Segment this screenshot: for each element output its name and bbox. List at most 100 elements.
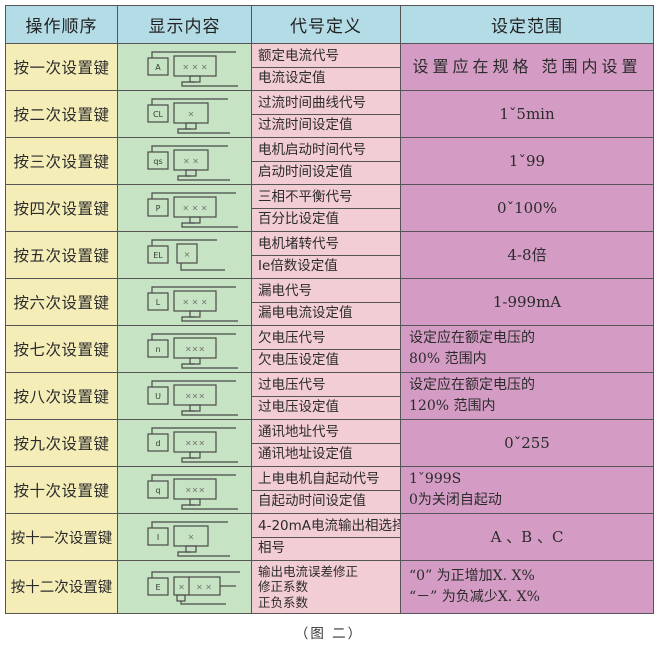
definition-value-label: 欠电压设定值 xyxy=(258,351,339,368)
svg-text:A: A xyxy=(155,63,161,72)
setting-range-text: 0ˇ100% xyxy=(497,198,557,217)
setting-range-text: 设定应在额定电压的 120% 范围内 xyxy=(409,377,535,414)
definition-value-label: 过流时间设定值 xyxy=(258,116,353,133)
table-row: 按五次设置键 EL × 电机堵转代号 Ie倍数设定值 4-8倍 xyxy=(5,231,654,279)
operation-order-cell: 按十二次设置键 xyxy=(5,560,118,614)
display-schematic-icon: EL × xyxy=(118,233,252,277)
svg-text:× × ×: × × × xyxy=(182,63,207,72)
figure-caption: （图 二） xyxy=(294,626,364,642)
table-row: 按三次设置键 qs × × 电机启动时间代号 启动时间设定值 1ˇ99 xyxy=(5,137,654,185)
definition-value-label: 相号 xyxy=(258,539,285,556)
svg-text:× ×: × × xyxy=(183,157,199,166)
setting-range-text: A 、B 、C xyxy=(490,527,564,546)
svg-text:d: d xyxy=(155,439,160,448)
svg-text:CL: CL xyxy=(153,110,164,119)
svg-text:n: n xyxy=(155,345,160,354)
display-content-cell: EL × xyxy=(117,231,252,279)
code-definition-cell: 漏电代号 漏电电流设定值 xyxy=(251,278,401,326)
setting-range-text: 1ˇ999S 0为关闭自起动 xyxy=(409,471,502,508)
svg-text:×××: ××× xyxy=(185,345,205,354)
column-header-display: 显示内容 xyxy=(117,5,252,44)
table-row: 按八次设置键 U ××× 过电压代号 过电压设定值 设定应在额定电压的 120% 范围内 xyxy=(5,372,654,420)
setting-range-cell: 1-999mA xyxy=(400,278,654,326)
display-content-cell: CL × xyxy=(117,90,252,138)
display-schematic-icon: L × × × xyxy=(118,280,252,324)
code-definition-cell: 欠电压代号 欠电压设定值 xyxy=(251,325,401,373)
definition-stacked-text: 输出电流误差修正 修正系数 正负系数 xyxy=(258,564,359,610)
display-content-cell: n ××× xyxy=(117,325,252,373)
definition-value-label: 漏电电流设定值 xyxy=(258,304,353,321)
svg-text:×: × xyxy=(178,582,185,591)
setting-range-cell: 4-8倍 xyxy=(400,231,654,279)
table-header-row: 操作顺序 显示内容 代号定义 设定范围 xyxy=(5,5,654,44)
operation-order-cell: 按九次设置键 xyxy=(5,419,118,467)
setting-range-cell: 1ˇ99 xyxy=(400,137,654,185)
svg-text:× × ×: × × × xyxy=(182,298,207,307)
table-row: 按六次设置键 L × × × 漏电代号 漏电电流设定值 1-999mA xyxy=(5,278,654,326)
operation-order-cell: 按二次设置键 xyxy=(5,90,118,138)
definition-code-label: 通讯地址代号 xyxy=(252,422,400,444)
table-row: 按四次设置键 P × × × 三相不平衡代号 百分比设定值 0ˇ100% xyxy=(5,184,654,232)
display-schematic-icon: U ××× xyxy=(118,374,252,418)
operation-order-cell: 按八次设置键 xyxy=(5,372,118,420)
setting-range-cell: 0ˇ100% xyxy=(400,184,654,232)
setting-range-text: 4-8倍 xyxy=(507,245,547,264)
setting-range-text: 设置应在规格 范围内设置 xyxy=(412,57,642,77)
operation-order-cell: 按七次设置键 xyxy=(5,325,118,373)
code-definition-cell: 通讯地址代号 通讯地址设定值 xyxy=(251,419,401,467)
code-definition-cell: 输出电流误差修正 修正系数 正负系数 xyxy=(251,560,401,614)
code-definition-cell: 三相不平衡代号 百分比设定值 xyxy=(251,184,401,232)
display-schematic-icon: E × × × xyxy=(118,565,252,609)
definition-code-label: 欠电压代号 xyxy=(252,328,400,350)
table-row: 按七次设置键 n ××× 欠电压代号 欠电压设定值 设定应在额定电压的 80% 范围内 xyxy=(5,325,654,373)
definition-code-label: 电机启动时间代号 xyxy=(252,140,400,162)
setting-range-cell: 设置应在规格 范围内设置 xyxy=(400,43,654,91)
column-header-operation: 操作顺序 xyxy=(5,5,118,44)
operation-order-cell: 按十一次设置键 xyxy=(5,513,118,561)
definition-value-label: 电流设定值 xyxy=(258,69,326,86)
operation-order-cell: 按五次设置键 xyxy=(5,231,118,279)
svg-text:×××: ××× xyxy=(185,486,205,495)
code-definition-cell: 电机堵转代号 Ie倍数设定值 xyxy=(251,231,401,279)
definition-value-label: Ie倍数设定值 xyxy=(258,257,338,274)
code-definition-cell: 上电电机自起动代号 自起动时间设定值 xyxy=(251,466,401,514)
setting-range-cell: “0” 为正增加X. X% “－” 为负减少X. X% xyxy=(400,560,654,614)
definition-code-label: 三相不平衡代号 xyxy=(252,187,400,209)
svg-text:P: P xyxy=(156,204,161,213)
svg-text:I: I xyxy=(157,533,159,542)
table-row: 按一次设置键 A × × × 额定电流代号 电流设定值 设置应在规格 范围内设置 xyxy=(5,43,654,91)
definition-code-label: 漏电代号 xyxy=(252,281,400,303)
setting-range-text: 1ˇ5min xyxy=(499,104,555,123)
code-definition-cell: 额定电流代号 电流设定值 xyxy=(251,43,401,91)
setting-range-cell: 1ˇ5min xyxy=(400,90,654,138)
display-content-cell: qs × × xyxy=(117,137,252,185)
svg-text:× × ×: × × × xyxy=(182,204,207,213)
svg-text:×: × xyxy=(188,533,195,542)
setting-range-cell: A 、B 、C xyxy=(400,513,654,561)
svg-text:L: L xyxy=(156,298,161,307)
table-row: 按九次设置键 d ××× 通讯地址代号 通讯地址设定值 0ˇ255 xyxy=(5,419,654,467)
display-content-cell: I × xyxy=(117,513,252,561)
definition-value-label: 启动时间设定值 xyxy=(258,163,353,180)
column-header-range: 设定范围 xyxy=(400,5,654,44)
definition-code-label: 过电压代号 xyxy=(252,375,400,397)
svg-text:×××: ××× xyxy=(185,392,205,401)
setting-range-cell: 设定应在额定电压的 120% 范围内 xyxy=(400,372,654,420)
display-content-cell: L × × × xyxy=(117,278,252,326)
display-schematic-icon: I × xyxy=(118,515,252,559)
svg-text:×: × xyxy=(184,250,191,259)
display-content-cell: A × × × xyxy=(117,43,252,91)
setting-range-text: 0ˇ255 xyxy=(504,433,550,452)
display-content-cell: P × × × xyxy=(117,184,252,232)
definition-value-label: 百分比设定值 xyxy=(258,210,339,227)
display-content-cell: d ××× xyxy=(117,419,252,467)
code-definition-cell: 过电压代号 过电压设定值 xyxy=(251,372,401,420)
display-schematic-icon: P × × × xyxy=(118,186,252,230)
display-schematic-icon: n ××× xyxy=(118,327,252,371)
svg-text:qs: qs xyxy=(153,157,162,166)
svg-text:q: q xyxy=(155,486,160,495)
operation-order-cell: 按三次设置键 xyxy=(5,137,118,185)
display-schematic-icon: CL × xyxy=(118,92,252,136)
display-schematic-icon: qs × × xyxy=(118,139,252,183)
